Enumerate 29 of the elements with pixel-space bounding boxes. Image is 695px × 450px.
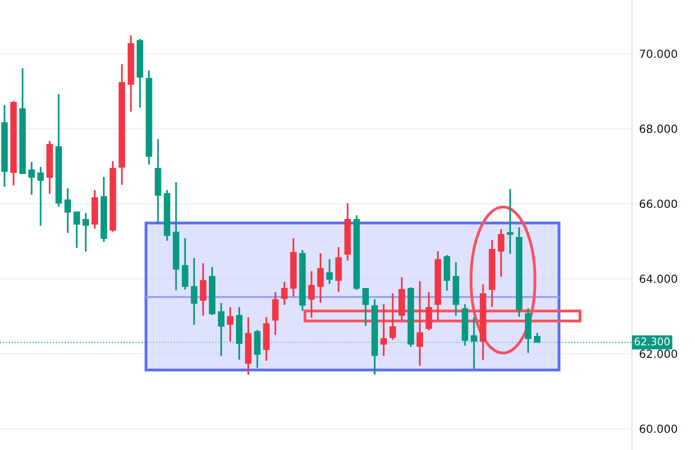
candlestick [28, 161, 35, 196]
candlestick [416, 280, 424, 366]
candlestick [226, 306, 234, 342]
y-tick-label: 62.000 [640, 350, 678, 358]
y-tick-label: 60.000 [640, 424, 678, 434]
y-tick-label: 70.000 [640, 50, 678, 58]
candlestick [182, 237, 188, 290]
candlestick [308, 270, 315, 318]
candlestick [335, 246, 342, 293]
candlestick [326, 258, 333, 285]
candlestick [272, 291, 279, 336]
candlestick [426, 291, 432, 332]
candlestick [82, 212, 90, 252]
candlestick [498, 228, 504, 278]
candlestick [73, 210, 80, 249]
candlestick [506, 188, 514, 255]
candlestick [200, 262, 206, 317]
candlestick [317, 252, 324, 304]
candlestick [37, 166, 44, 227]
y-tick-label: 66.000 [640, 200, 678, 208]
y-tick-label: 68.000 [640, 124, 678, 134]
candlestick [190, 257, 198, 326]
candlestick [380, 303, 387, 357]
ref-line-label: 62.300 [634, 338, 670, 346]
candlestick [64, 187, 71, 234]
candlestick [362, 287, 369, 327]
candlestick [389, 292, 396, 341]
y-tick-label: 64.000 [640, 274, 678, 284]
candlestick [281, 281, 288, 306]
